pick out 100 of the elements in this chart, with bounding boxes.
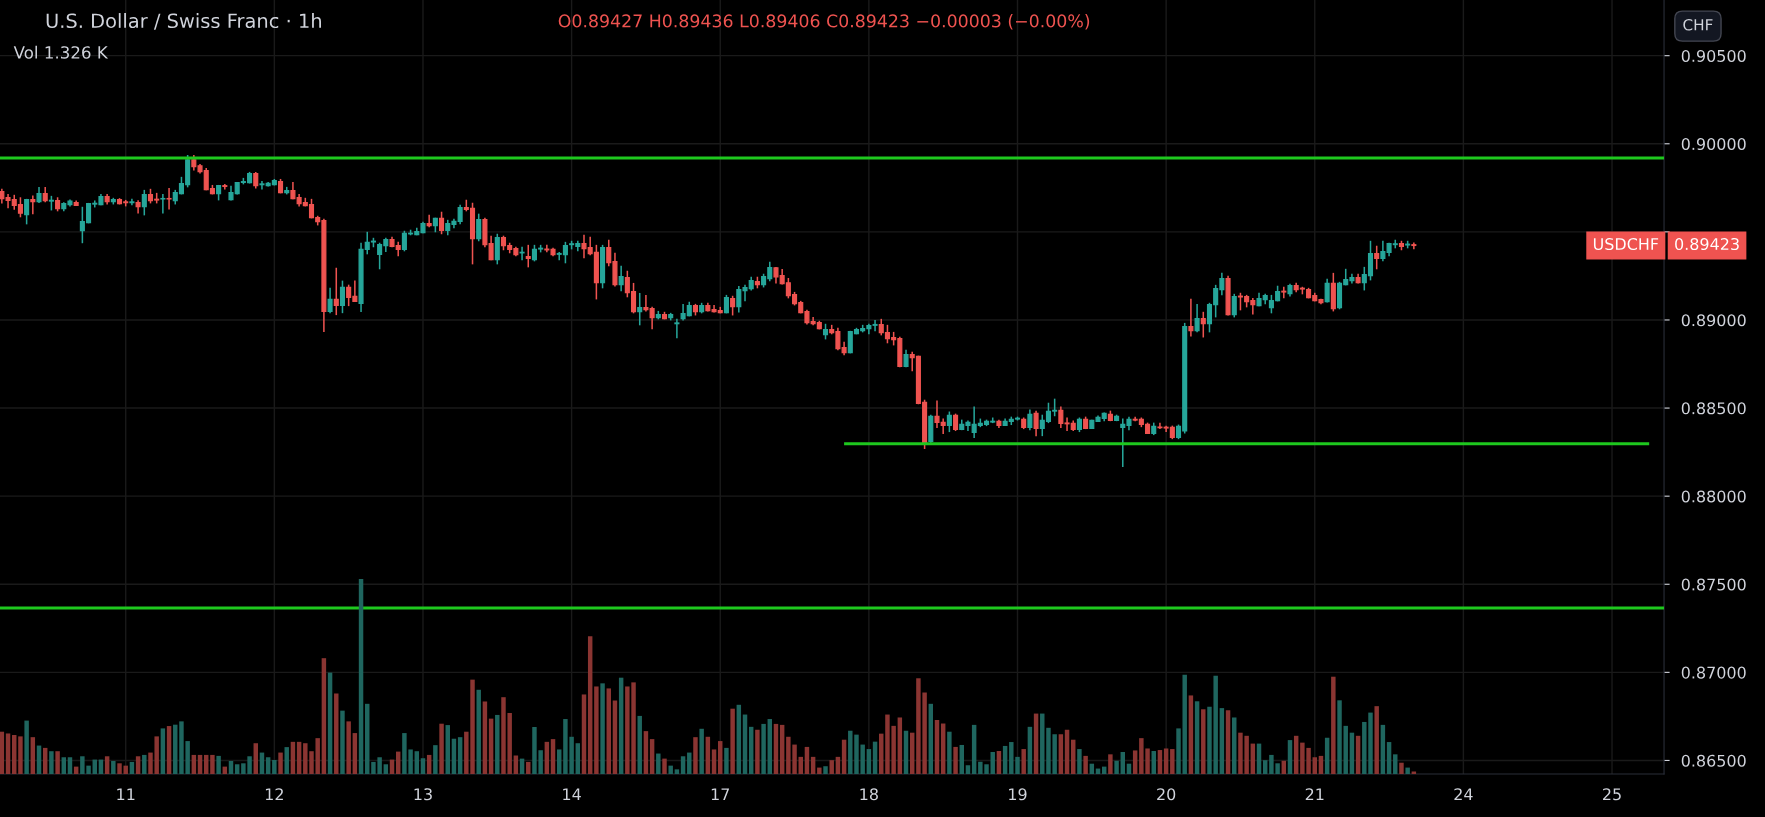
candlestick — [327, 287, 333, 314]
bar — [383, 764, 389, 775]
bar — [711, 749, 717, 775]
bar — [674, 769, 680, 775]
candlestick — [946, 411, 952, 433]
bar — [1163, 748, 1169, 775]
bar — [210, 754, 215, 775]
y-tick-label: 0.90000 — [1681, 137, 1746, 151]
bar — [817, 767, 822, 775]
bar — [724, 747, 729, 775]
y-tick-label: 0.89000 — [1681, 314, 1746, 327]
bar — [637, 715, 642, 775]
candlestick — [1374, 245, 1380, 270]
candlestick — [476, 213, 482, 242]
bar — [1077, 749, 1082, 775]
bar — [1386, 742, 1392, 775]
candlestick — [129, 198, 135, 206]
bar — [1108, 754, 1113, 775]
bar — [61, 757, 67, 775]
bar — [1170, 749, 1175, 775]
bar — [699, 728, 704, 775]
annotation: Vol 1.326 K — [13, 45, 109, 59]
y-tick-label: 0.88000 — [1681, 490, 1746, 503]
bar — [111, 760, 116, 775]
bar — [693, 737, 698, 775]
bar — [1232, 717, 1237, 775]
x-tick-label: 12 — [265, 788, 283, 801]
candlestick — [1194, 303, 1200, 333]
candlestick — [1188, 298, 1194, 337]
bar — [748, 726, 754, 775]
bar — [581, 694, 587, 775]
bar — [358, 579, 364, 775]
candlestick — [674, 318, 680, 339]
bar — [12, 735, 17, 775]
bar — [334, 693, 339, 775]
bar — [1393, 754, 1398, 775]
bar — [556, 749, 562, 775]
candlestick — [643, 294, 649, 312]
bar — [346, 721, 351, 775]
candlestick — [525, 244, 531, 268]
y-tick-label: 0.87500 — [1681, 578, 1746, 591]
bar — [104, 756, 110, 775]
candlestick — [166, 187, 172, 210]
bar — [1027, 726, 1033, 775]
candlestick — [439, 211, 445, 235]
bar — [606, 688, 611, 775]
bar — [513, 755, 519, 775]
bar — [730, 708, 735, 775]
x-tick-label: 18 — [860, 788, 878, 801]
candlestick — [222, 183, 228, 190]
candlestick — [1033, 410, 1039, 437]
bar — [482, 701, 488, 775]
candlestick — [730, 295, 736, 316]
bar — [1120, 751, 1126, 775]
bar — [278, 752, 283, 775]
x-tick-label: 14 — [563, 788, 581, 801]
bar — [1312, 757, 1317, 775]
bar — [953, 746, 958, 775]
bar — [600, 683, 605, 775]
bar — [594, 686, 599, 775]
candlestick — [426, 214, 432, 228]
bar — [897, 717, 903, 775]
bar — [1188, 695, 1194, 775]
x-tick-label: 19 — [1009, 788, 1027, 801]
bar — [495, 714, 500, 775]
bar — [866, 749, 872, 775]
bar — [142, 754, 147, 775]
bar — [55, 751, 60, 775]
bar — [1411, 771, 1417, 775]
bar — [1083, 755, 1088, 775]
bar — [457, 737, 463, 775]
text: U.S. Dollar / Swiss Franc · 1h — [46, 13, 321, 30]
candlestick — [649, 306, 655, 330]
bar — [1219, 708, 1225, 775]
bar — [160, 728, 166, 775]
candlestick — [618, 265, 624, 292]
bar — [643, 731, 649, 775]
bar — [934, 720, 940, 775]
text: CHF — [1683, 19, 1713, 31]
text: O0.89427 H0.89436 L0.89406 C0.89423 −0.00003 (−0.00%) — [558, 14, 1090, 30]
bar — [575, 743, 581, 775]
bar — [1262, 760, 1268, 775]
y-tick-label: 0.88500 — [1681, 402, 1746, 415]
x-tick-label: 21 — [1305, 788, 1324, 801]
candlestick — [333, 267, 339, 316]
bar — [550, 739, 556, 775]
bar — [662, 758, 667, 775]
bar — [340, 710, 345, 775]
bar — [420, 758, 426, 775]
bar — [1405, 767, 1410, 775]
bar — [1399, 762, 1404, 775]
y-tick-label: 0.87000 — [1681, 666, 1746, 679]
bar — [965, 765, 971, 775]
bar — [135, 756, 141, 775]
bar — [284, 747, 289, 775]
candlestick — [160, 193, 166, 214]
bar — [228, 760, 234, 775]
bar — [5, 733, 11, 775]
bar — [947, 731, 952, 775]
bar — [166, 726, 172, 775]
